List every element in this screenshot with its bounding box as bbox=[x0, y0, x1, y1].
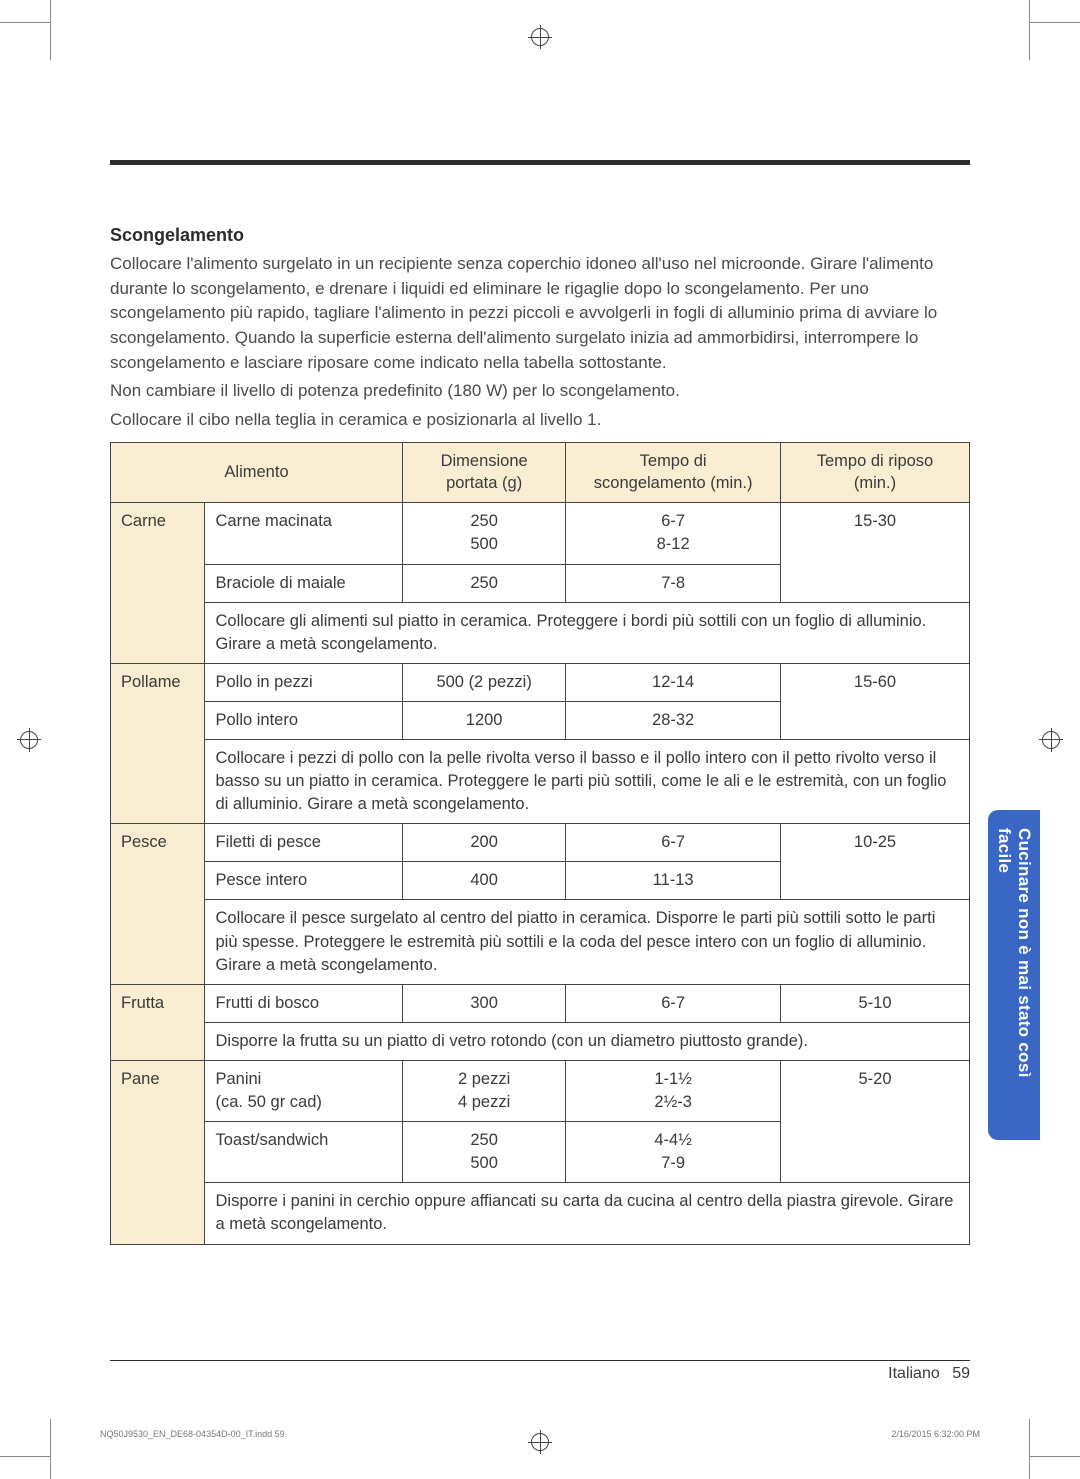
table-row: Frutta Frutti di bosco 300 6-7 5-10 bbox=[111, 984, 970, 1022]
food-name: Pesce intero bbox=[205, 862, 403, 900]
crop-mark bbox=[1030, 1456, 1080, 1457]
category-carne: Carne bbox=[111, 503, 205, 663]
th-rest-time: Tempo di riposo (min.) bbox=[781, 443, 970, 503]
note-text: Collocare il pesce surgelato al centro d… bbox=[205, 900, 970, 984]
th-defrost-time: Tempo di scongelamento (min.) bbox=[566, 443, 781, 503]
crop-mark bbox=[50, 0, 51, 60]
crop-mark bbox=[0, 1456, 50, 1457]
note-text: Collocare gli alimenti sul piatto in cer… bbox=[205, 602, 970, 663]
portion: 2 pezzi 4 pezzi bbox=[403, 1060, 566, 1121]
food-name: Braciole di maiale bbox=[205, 564, 403, 602]
food-name: Carne macinata bbox=[205, 503, 403, 564]
intro-paragraph-2: Non cambiare il livello di potenza prede… bbox=[110, 379, 970, 404]
rest-time: 15-30 bbox=[781, 503, 970, 602]
portion: 250 bbox=[403, 564, 566, 602]
food-name: Pollo in pezzi bbox=[205, 663, 403, 701]
footer-divider bbox=[110, 1360, 970, 1361]
table-header-row: Alimento Dimensione portata (g) Tempo di… bbox=[111, 443, 970, 503]
food-name: Pollo intero bbox=[205, 701, 403, 739]
portion: 300 bbox=[403, 984, 566, 1022]
registration-mark-icon bbox=[531, 1433, 549, 1451]
category-pesce: Pesce bbox=[111, 824, 205, 984]
print-file-left: NQ50J9530_EN_DE68-04354D-00_IT.indd 59 bbox=[100, 1429, 285, 1439]
crop-mark bbox=[50, 1419, 51, 1479]
food-name: Filetti di pesce bbox=[205, 824, 403, 862]
table-note-row: Disporre i panini in cerchio oppure affi… bbox=[111, 1183, 970, 1244]
registration-mark-icon bbox=[531, 28, 549, 46]
note-text: Disporre la frutta su un piatto di vetro… bbox=[205, 1022, 970, 1060]
table-note-row: Collocare il pesce surgelato al centro d… bbox=[111, 900, 970, 984]
print-file-right: 2/16/2015 6:32:00 PM bbox=[891, 1429, 980, 1439]
registration-mark-icon bbox=[1042, 731, 1060, 749]
defrost-time: 28-32 bbox=[566, 701, 781, 739]
portion: 250 500 bbox=[403, 1122, 566, 1183]
rest-time: 5-10 bbox=[781, 984, 970, 1022]
rest-time: 15-60 bbox=[781, 663, 970, 739]
table-row: Pollame Pollo in pezzi 500 (2 pezzi) 12-… bbox=[111, 663, 970, 701]
category-pollame: Pollame bbox=[111, 663, 205, 823]
portion: 200 bbox=[403, 824, 566, 862]
rest-time: 5-20 bbox=[781, 1060, 970, 1182]
portion: 500 (2 pezzi) bbox=[403, 663, 566, 701]
category-frutta: Frutta bbox=[111, 984, 205, 1060]
top-divider bbox=[110, 160, 970, 165]
footer-text: Italiano 59 bbox=[888, 1365, 970, 1383]
defrost-time: 6-7 8-12 bbox=[566, 503, 781, 564]
th-portion: Dimensione portata (g) bbox=[403, 443, 566, 503]
footer-page-number: 59 bbox=[952, 1365, 970, 1382]
note-text: Disporre i panini in cerchio oppure affi… bbox=[205, 1183, 970, 1244]
food-name: Toast/sandwich bbox=[205, 1122, 403, 1183]
defrost-time: 11-13 bbox=[566, 862, 781, 900]
defrost-time: 12-14 bbox=[566, 663, 781, 701]
table-row: Pane Panini (ca. 50 gr cad) 2 pezzi 4 pe… bbox=[111, 1060, 970, 1121]
registration-mark-icon bbox=[20, 731, 38, 749]
intro-paragraph-3: Collocare il cibo nella teglia in cerami… bbox=[110, 408, 970, 433]
food-name: Panini (ca. 50 gr cad) bbox=[205, 1060, 403, 1121]
page-content: Scongelamento Collocare l'alimento surge… bbox=[110, 90, 970, 1389]
portion: 1200 bbox=[403, 701, 566, 739]
th-food: Alimento bbox=[111, 443, 403, 503]
defrost-time: 6-7 bbox=[566, 984, 781, 1022]
side-tab: Cucinare non è mai stato così facile bbox=[988, 810, 1040, 1140]
intro-paragraph-1: Collocare l'alimento surgelato in un rec… bbox=[110, 252, 970, 375]
defrost-time: 6-7 bbox=[566, 824, 781, 862]
note-text: Collocare i pezzi di pollo con la pelle … bbox=[205, 740, 970, 824]
section-title: Scongelamento bbox=[110, 225, 970, 246]
category-pane: Pane bbox=[111, 1060, 205, 1244]
defrost-time: 4-4½ 7-9 bbox=[566, 1122, 781, 1183]
defrost-time: 7-8 bbox=[566, 564, 781, 602]
table-note-row: Disporre la frutta su un piatto di vetro… bbox=[111, 1022, 970, 1060]
food-name: Frutti di bosco bbox=[205, 984, 403, 1022]
table-note-row: Collocare i pezzi di pollo con la pelle … bbox=[111, 740, 970, 824]
table-row: Pesce Filetti di pesce 200 6-7 10-25 bbox=[111, 824, 970, 862]
crop-mark bbox=[1030, 22, 1080, 23]
table-note-row: Collocare gli alimenti sul piatto in cer… bbox=[111, 602, 970, 663]
footer-language: Italiano bbox=[888, 1365, 940, 1382]
table-row: Carne Carne macinata 250 500 6-7 8-12 15… bbox=[111, 503, 970, 564]
crop-mark bbox=[0, 22, 50, 23]
portion: 250 500 bbox=[403, 503, 566, 564]
crop-mark bbox=[1029, 0, 1030, 60]
portion: 400 bbox=[403, 862, 566, 900]
defrost-time: 1-1½ 2½-3 bbox=[566, 1060, 781, 1121]
crop-mark bbox=[1029, 1419, 1030, 1479]
defrost-table: Alimento Dimensione portata (g) Tempo di… bbox=[110, 442, 970, 1244]
rest-time: 10-25 bbox=[781, 824, 970, 900]
